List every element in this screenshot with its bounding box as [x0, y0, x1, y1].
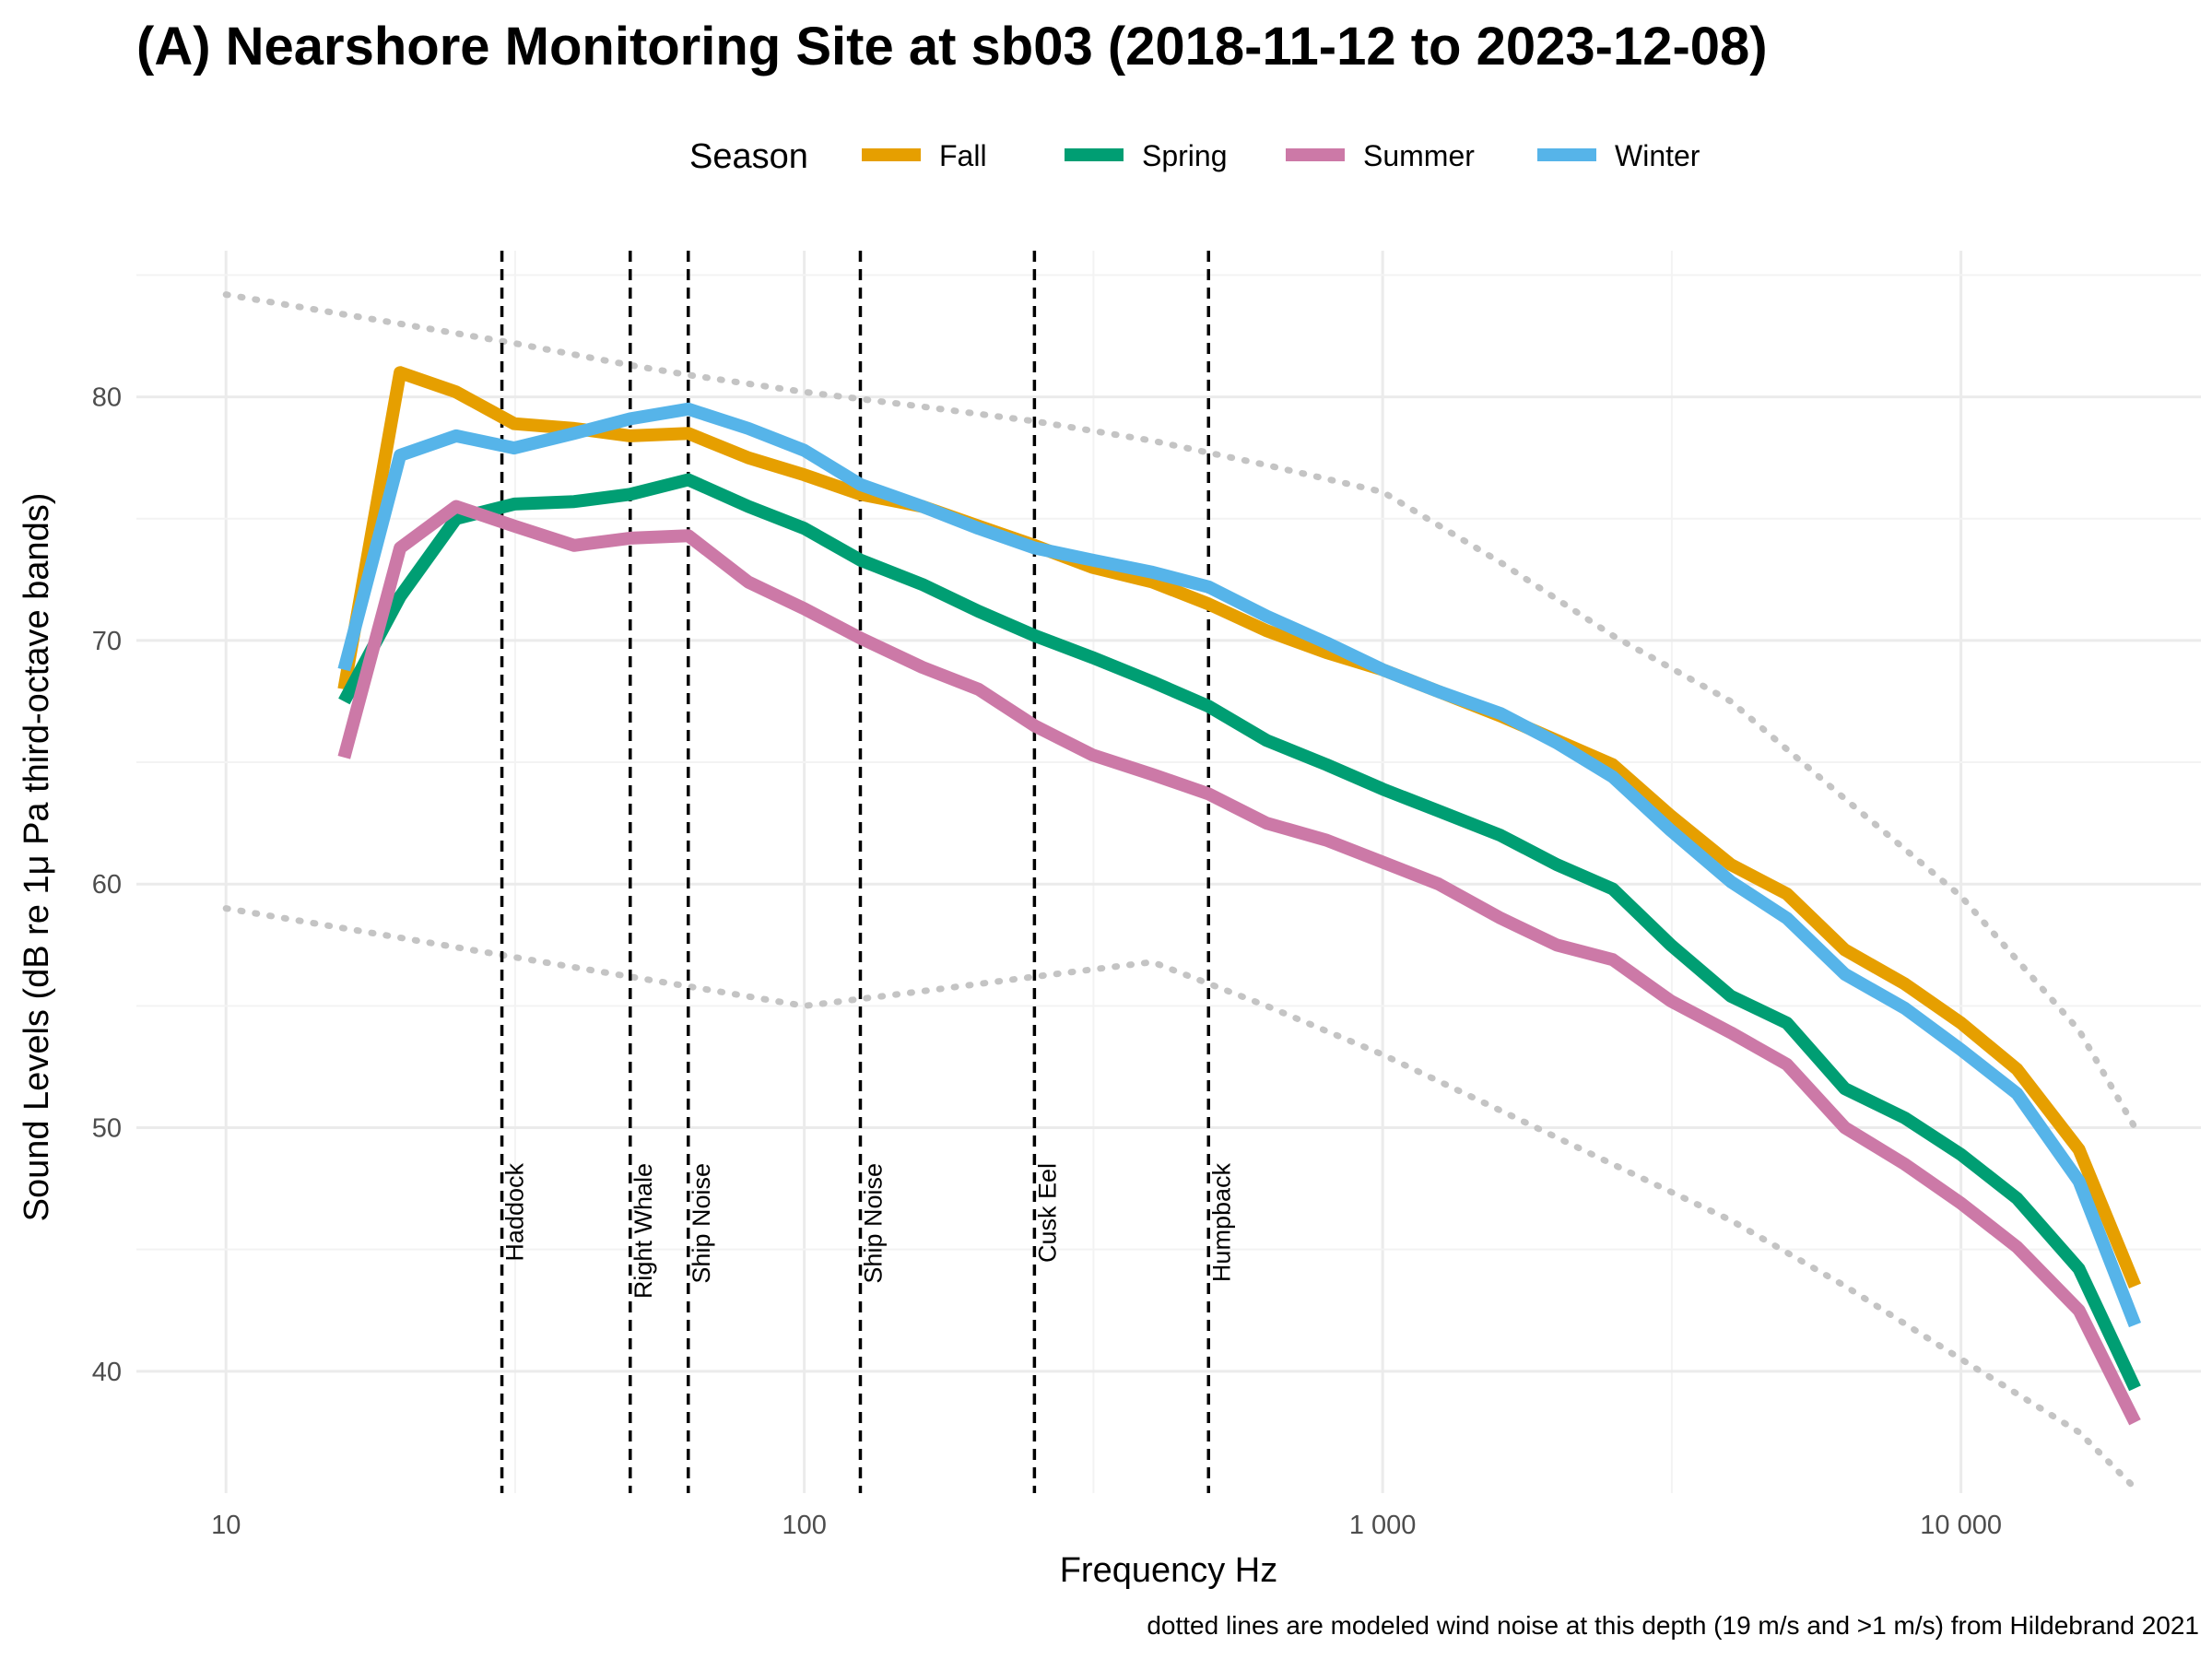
y-axis-title: Sound Levels (dB re 1μ Pa third-octave b… — [18, 493, 56, 1222]
x-axis-title: Frequency Hz — [1060, 1551, 1278, 1590]
legend: Season Fall Spring Summer Winter — [689, 137, 1700, 176]
series-lines — [337, 366, 2142, 1426]
series-line-spring — [338, 473, 2141, 1392]
series-line-fall — [337, 366, 2141, 1288]
wind-noise-lines — [222, 291, 2138, 1492]
x-axis-ticks: 10 100 1 000 10 000 — [211, 1511, 2002, 1540]
wind-noise-lower-line — [222, 905, 2138, 1492]
annotation-label: Right Whale — [629, 1163, 657, 1299]
y-tick-label: 50 — [92, 1114, 122, 1144]
annotation-label: Ship Noise — [688, 1163, 715, 1284]
wind-noise-upper-line — [222, 291, 2138, 1131]
chart-caption: dotted lines are modeled wind noise at t… — [1147, 1611, 2199, 1640]
legend-entry-summer: Summer — [1286, 139, 1475, 172]
x-tick-label: 1 000 — [1349, 1511, 1417, 1540]
legend-label: Summer — [1363, 139, 1475, 172]
y-tick-label: 60 — [92, 870, 122, 900]
legend-entry-spring: Spring — [1065, 139, 1228, 172]
annotation-label: Haddock — [501, 1163, 529, 1262]
annotation-label: Cusk Eel — [1033, 1163, 1061, 1263]
legend-label: Fall — [939, 139, 987, 172]
x-tick-label: 100 — [782, 1511, 826, 1540]
y-axis-ticks: 40 50 60 70 80 — [92, 383, 122, 1387]
annotation-label: Humpback — [1207, 1163, 1235, 1283]
x-tick-label: 10 000 — [1920, 1511, 2002, 1540]
series-line-winter — [337, 402, 2142, 1328]
annotations: Haddock Right Whale Ship Noise Ship Noise Cu… — [500, 251, 1235, 1493]
legend-title: Season — [689, 137, 808, 176]
legend-entry-winter: Winter — [1537, 139, 1700, 172]
x-tick-label: 10 — [211, 1511, 241, 1540]
y-tick-label: 80 — [92, 383, 122, 413]
legend-entry-fall: Fall — [862, 139, 987, 172]
chart-title: (A) Nearshore Monitoring Site at sb03 (2… — [136, 17, 1768, 76]
legend-label: Winter — [1615, 139, 1700, 172]
annotation-label: Ship Noise — [859, 1163, 887, 1284]
y-tick-label: 70 — [92, 627, 122, 656]
legend-label: Spring — [1142, 139, 1228, 172]
y-tick-label: 40 — [92, 1358, 122, 1387]
series-line-summer — [337, 500, 2141, 1426]
